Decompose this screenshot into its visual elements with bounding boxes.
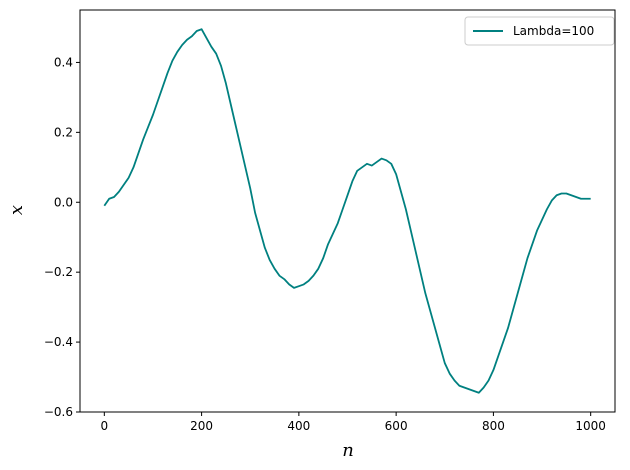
- y-tick-label: −0.2: [44, 265, 73, 279]
- x-tick-label: 200: [190, 419, 213, 433]
- y-tick-label: 0.2: [54, 125, 73, 139]
- x-tick-label: 0: [100, 419, 108, 433]
- y-tick-label: 0.4: [54, 55, 73, 69]
- legend: Lambda=100: [464, 16, 615, 46]
- legend-box: [464, 16, 615, 46]
- y-tick-label: −0.4: [44, 335, 73, 349]
- y-axis-label: x: [6, 205, 27, 215]
- x-tick-label: 400: [287, 419, 310, 433]
- x-tick-label: 1000: [575, 419, 606, 433]
- x-tick-label: 600: [385, 419, 408, 433]
- axes: 0 200 400 600 800 1000 −0.6 −0.4 −0.2 0.0 0.2 0.4: [44, 9, 616, 433]
- plot-area: [103, 28, 591, 394]
- x-tick-label: 800: [482, 419, 505, 433]
- y-tick-label: −0.6: [44, 405, 73, 419]
- series-line-0: [103, 28, 591, 394]
- x-axis-label: n: [342, 440, 354, 461]
- legend-label: Lambda=100: [513, 24, 594, 38]
- axes-frame: [79, 9, 616, 413]
- y-tick-label: 0.0: [54, 195, 73, 209]
